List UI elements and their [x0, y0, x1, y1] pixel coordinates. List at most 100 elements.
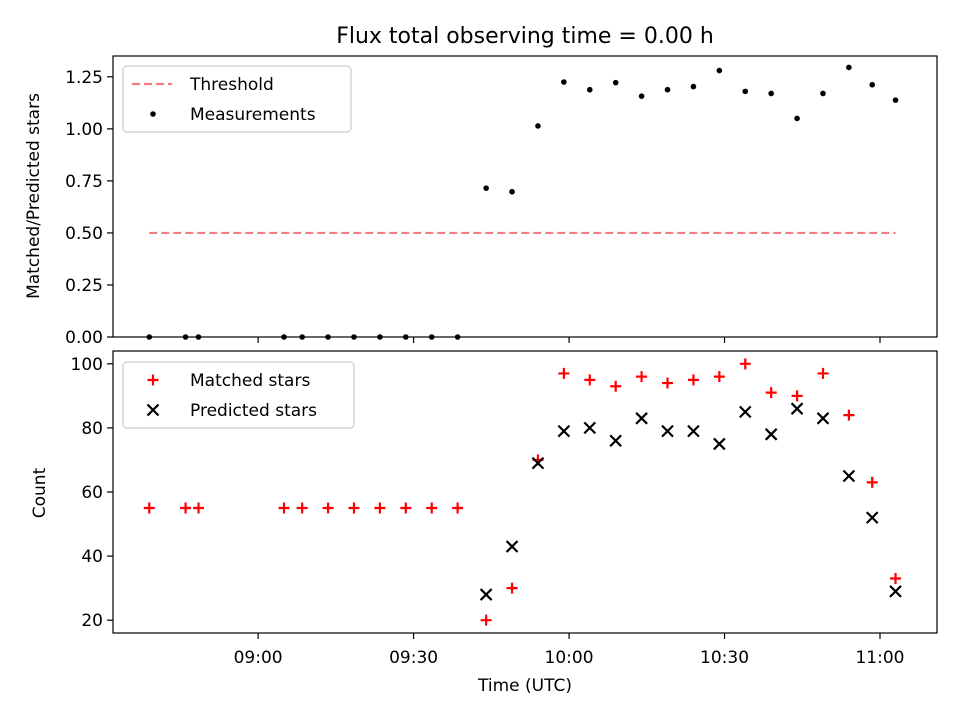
data-point [636, 371, 648, 383]
data-point [509, 188, 515, 195]
data-point [662, 377, 674, 389]
data-point [584, 374, 596, 386]
ratio-plot-area [146, 64, 899, 340]
y-tick-label: 60 [81, 483, 103, 503]
data-point [583, 421, 597, 435]
series-predicted-stars [479, 402, 902, 601]
x-axis-label: Time (UTC) [477, 676, 572, 696]
data-point [739, 358, 751, 370]
data-point [687, 374, 699, 386]
data-point [531, 456, 545, 470]
data-point [193, 502, 205, 514]
legend-label: Matched stars [190, 371, 310, 391]
x-tick-label: 09:30 [389, 648, 438, 668]
y-tick-label: 40 [81, 547, 103, 567]
data-point [791, 390, 803, 402]
series-measurements [146, 64, 899, 340]
data-point [794, 115, 800, 122]
y-axis-label: Count [30, 467, 50, 518]
y-axis-label: Matched/Predicted stars [24, 93, 44, 299]
data-point [180, 502, 192, 514]
data-point [661, 424, 674, 438]
legend-swatch [150, 111, 156, 117]
data-point [374, 502, 386, 514]
x-tick-label: 11:00 [855, 648, 904, 668]
legend-label: Threshold [189, 75, 274, 95]
data-point [816, 412, 830, 425]
data-point [765, 387, 777, 399]
data-point [452, 502, 464, 514]
count-plot-area [143, 358, 902, 626]
data-point [479, 588, 493, 601]
data-point [865, 511, 879, 524]
data-point [322, 502, 334, 514]
data-point [716, 67, 723, 74]
data-point [400, 502, 412, 514]
x-tick-label: 09:00 [234, 648, 283, 668]
data-point [586, 86, 593, 93]
data-point [505, 540, 519, 553]
legend-box [122, 65, 352, 133]
ratio-panel: Flux total observing time = 0.00 h Match… [24, 24, 938, 348]
data-point [738, 405, 752, 419]
y-tick-label: 1.25 [65, 68, 103, 88]
data-point [690, 83, 697, 90]
x-tick-label: 10:00 [545, 648, 594, 668]
data-point [610, 380, 622, 392]
data-point [557, 424, 571, 438]
legend: Threshold Measurements [122, 65, 352, 133]
data-point [820, 90, 826, 97]
y-tick-label: 0.75 [65, 172, 103, 192]
y-tick-label: 0.25 [65, 276, 103, 296]
data-point [480, 614, 492, 626]
data-point [764, 428, 778, 441]
data-point [842, 469, 856, 483]
data-point [890, 573, 902, 585]
data-point [817, 367, 829, 379]
data-point [535, 123, 541, 129]
data-point [713, 437, 726, 451]
y-tick-label: 20 [81, 611, 103, 631]
data-point [889, 585, 902, 598]
data-point [483, 185, 489, 191]
data-point [687, 424, 700, 438]
data-point [609, 434, 622, 448]
data-point [506, 582, 518, 594]
y-tick-label: 80 [81, 419, 103, 439]
data-point [713, 371, 725, 383]
data-point [664, 86, 671, 93]
data-point [869, 81, 876, 88]
ratio-plot-frame [112, 55, 938, 338]
y-tick-label: 100 [71, 355, 103, 375]
data-point [561, 79, 567, 85]
legend-box [122, 361, 355, 429]
data-point [348, 502, 360, 514]
legend: Matched stars Predicted stars [122, 361, 355, 429]
data-point [296, 502, 308, 514]
count-panel: Count Time (UTC) 20 40 60 80 100 09:00 09:30 10… [30, 350, 938, 696]
y-tick-label: 0.50 [65, 224, 103, 244]
chart-title: Flux total observing time = 0.00 h [336, 24, 714, 49]
data-point [768, 90, 774, 97]
data-point [866, 476, 878, 488]
x-tick-label: 10:30 [700, 648, 749, 668]
data-point [426, 502, 438, 514]
data-point [742, 88, 749, 95]
data-point [892, 97, 899, 103]
data-point [143, 502, 155, 514]
legend-label: Predicted stars [190, 401, 317, 421]
y-tick-label: 1.00 [65, 120, 103, 140]
data-point [638, 93, 645, 99]
data-point [790, 402, 804, 415]
data-point [558, 367, 570, 379]
series-matched-stars [143, 358, 902, 626]
data-point [846, 64, 852, 71]
data-point [635, 412, 648, 425]
legend-swatch [147, 374, 159, 386]
legend-swatch [146, 403, 160, 417]
data-point [278, 502, 290, 514]
data-point [843, 409, 855, 421]
y-tick-label: 0.00 [65, 328, 103, 348]
data-point [612, 79, 619, 86]
